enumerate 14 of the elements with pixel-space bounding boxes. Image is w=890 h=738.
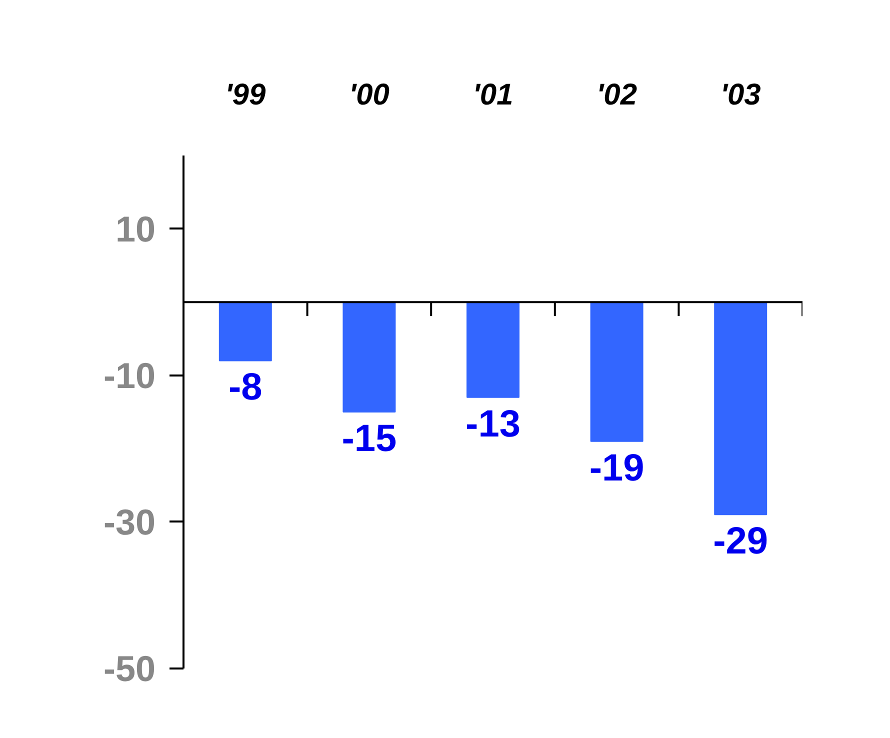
x-tick-label: '02: [596, 78, 638, 112]
x-tick-label: '99: [225, 78, 266, 112]
data-label: -19: [589, 447, 644, 490]
x-tick-label: '03: [720, 78, 762, 112]
x-tick-label: '01: [472, 78, 514, 112]
data-label: -8: [228, 366, 262, 409]
y-tick-label: -50: [103, 648, 156, 689]
data-label: -29: [713, 520, 768, 563]
y-tick-label: -10: [103, 354, 156, 396]
x-tick-label: '00: [348, 78, 390, 112]
y-tick-label: -30: [103, 501, 156, 542]
data-label: -15: [342, 418, 397, 460]
data-label: -13: [466, 403, 520, 446]
y-tick-label: 10: [115, 208, 156, 250]
